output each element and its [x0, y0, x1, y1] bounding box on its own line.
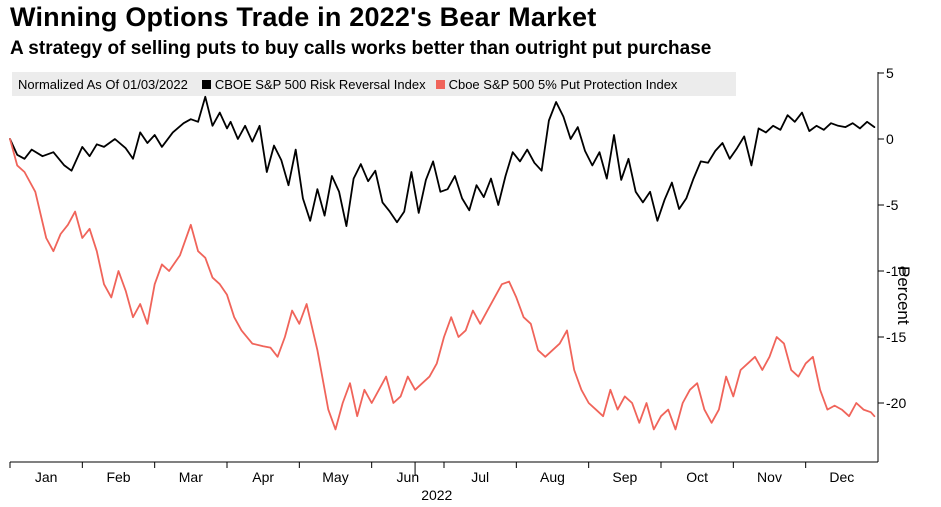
x-tick-label: Jan — [35, 469, 58, 485]
legend-normalized-text: Normalized As Of 01/03/2022 — [18, 76, 188, 92]
x-tick-label: Feb — [106, 469, 130, 485]
y-tick-label: 5 — [886, 65, 894, 81]
y-axis-label: Percent — [894, 266, 913, 325]
y-tick-label: 0 — [886, 131, 894, 147]
x-tick-label: Mar — [179, 469, 203, 485]
x-tick-label: Aug — [540, 469, 565, 485]
x-tick-label: Apr — [252, 469, 274, 485]
y-tick-label: -5 — [886, 197, 899, 213]
legend-swatch-risk-reversal — [201, 79, 211, 89]
legend: Normalized As Of 01/03/2022 CBOE S&P 500… — [12, 72, 736, 96]
x-tick-label: Jul — [471, 469, 489, 485]
y-tick-label: -10 — [886, 263, 906, 279]
x-tick-label: Jun — [397, 469, 420, 485]
legend-label-put-protection: Cboe S&P 500 5% Put Protection Index — [448, 76, 678, 92]
series-line-put-protection — [9, 138, 876, 431]
chart-subtitle: A strategy of selling puts to buy calls … — [10, 38, 712, 59]
x-tick-label: May — [322, 469, 348, 485]
legend-swatch-put-protection — [435, 79, 445, 89]
legend-item-risk-reversal: CBOE S&P 500 Risk Reversal Index — [201, 76, 426, 92]
y-tick-label: -15 — [886, 329, 906, 345]
x-tick-label: Oct — [686, 469, 708, 485]
series-line-risk-reversal — [9, 95, 876, 228]
x-tick-label: Dec — [829, 469, 854, 485]
x-tick-label: Sep — [612, 469, 637, 485]
x-tick-label: Nov — [757, 469, 782, 485]
chart-title: Winning Options Trade in 2022's Bear Mar… — [10, 2, 597, 32]
legend-item-put-protection: Cboe S&P 500 5% Put Protection Index — [435, 76, 678, 92]
x-year-label: 2022 — [421, 487, 452, 503]
y-tick-label: -20 — [886, 395, 906, 411]
legend-label-risk-reversal: CBOE S&P 500 Risk Reversal Index — [214, 76, 426, 92]
